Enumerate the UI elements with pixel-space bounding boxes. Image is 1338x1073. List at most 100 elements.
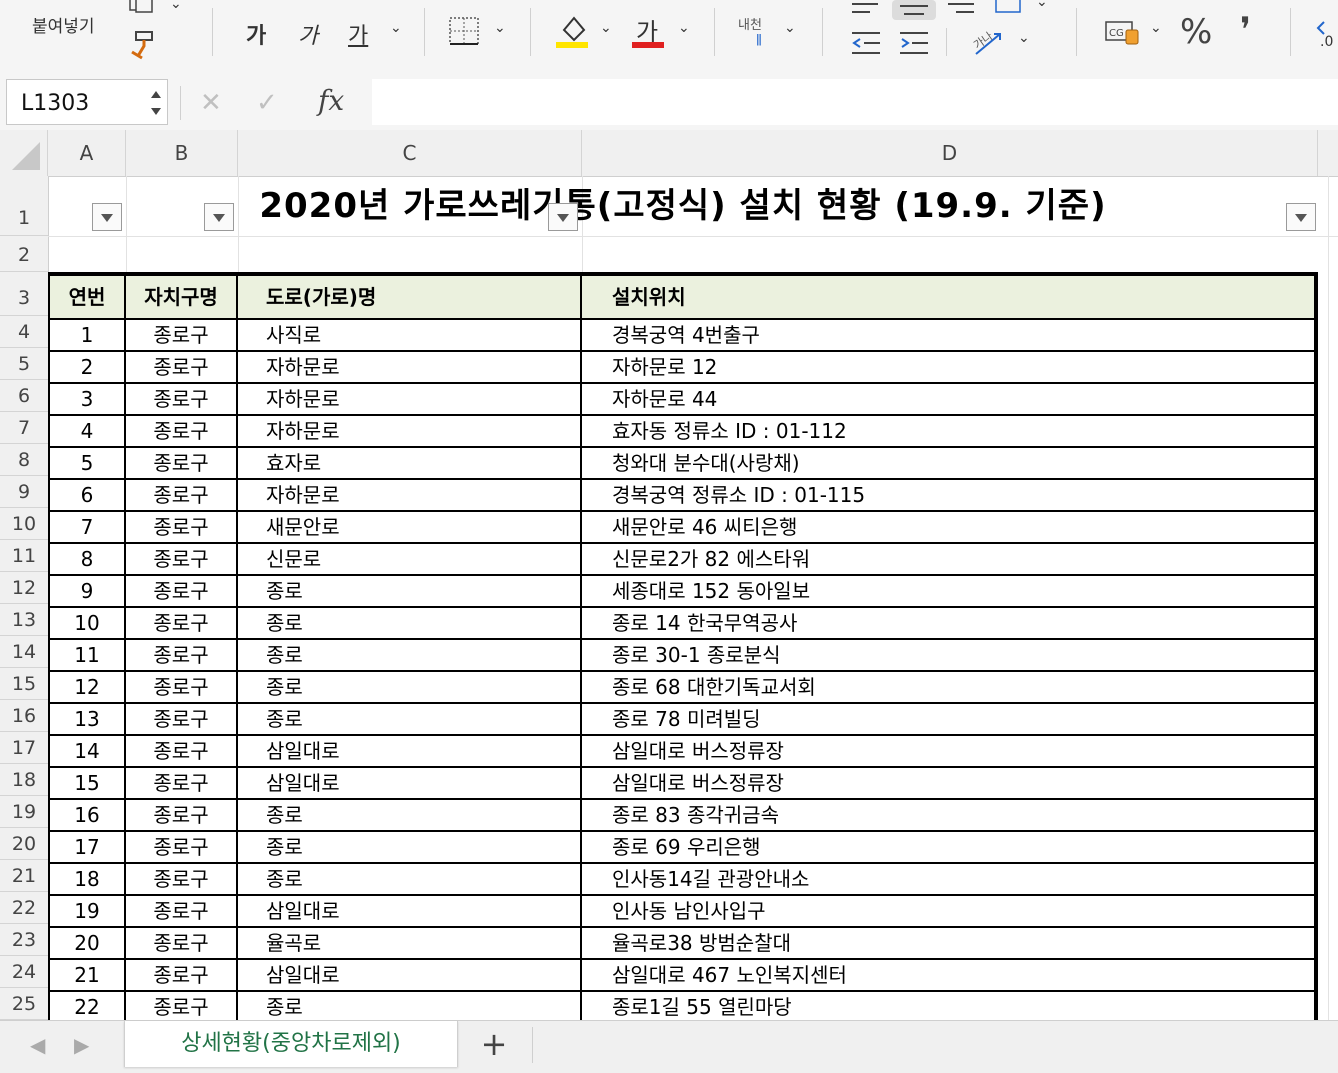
- cell-district[interactable]: 종로구: [126, 736, 238, 766]
- cell-location[interactable]: 세종대로 152 동아일보: [612, 579, 811, 603]
- cell-district[interactable]: 종로구: [126, 352, 238, 382]
- cell-district[interactable]: 종로구: [126, 896, 238, 926]
- cell-road[interactable]: 신문로: [238, 544, 582, 574]
- cell-number[interactable]: 6: [50, 480, 126, 510]
- sheet-title[interactable]: 2020년 가로쓰레기통(고정식) 설치 현황 (19.9. 기준): [259, 186, 1107, 226]
- fill-color-icon[interactable]: [556, 12, 590, 52]
- paste-button[interactable]: 붙여넣기: [32, 17, 95, 37]
- prev-sheet-button[interactable]: ◀: [30, 1033, 46, 1057]
- cell-location[interactable]: 삼일대로 버스정류장: [612, 771, 784, 795]
- row-header[interactable]: 18: [0, 764, 48, 796]
- name-box[interactable]: L1303: [6, 79, 168, 125]
- row-header[interactable]: 11: [0, 540, 48, 572]
- cell-location[interactable]: 청와대 분수대(사랑채): [612, 451, 800, 475]
- formula-input[interactable]: [372, 79, 1338, 125]
- text-direction-chevron-icon[interactable]: ⌄: [784, 20, 796, 36]
- cell-road[interactable]: 자하문로: [238, 416, 582, 446]
- cell-district[interactable]: 종로구: [126, 384, 238, 414]
- name-box-stepper-icon[interactable]: [149, 86, 163, 120]
- row-header[interactable]: 24: [0, 956, 48, 988]
- cell-location[interactable]: 종로 78 미려빌딩: [612, 707, 761, 731]
- filter-dropdown-d[interactable]: [1286, 203, 1316, 231]
- cell-location[interactable]: 삼일대로 버스정류장: [612, 739, 784, 763]
- cell-district[interactable]: 종로구: [126, 672, 238, 702]
- cell-road[interactable]: 율곡로: [238, 928, 582, 958]
- cell-number[interactable]: 3: [50, 384, 126, 414]
- cell-road[interactable]: 종로: [238, 800, 582, 830]
- cell-number[interactable]: 4: [50, 416, 126, 446]
- cell-location[interactable]: 종로1길 55 열린마당: [612, 995, 792, 1019]
- cell-road[interactable]: 효자로: [238, 448, 582, 478]
- cell-district[interactable]: 종로구: [126, 608, 238, 638]
- cell-location[interactable]: 종로 30-1 종로분식: [612, 643, 781, 667]
- cell-number[interactable]: 21: [50, 960, 126, 990]
- cell-number[interactable]: 19: [50, 896, 126, 926]
- cell-location[interactable]: 새문안로 46 씨티은행: [612, 515, 798, 539]
- cell-road[interactable]: 자하문로: [238, 384, 582, 414]
- cell-number[interactable]: 8: [50, 544, 126, 574]
- borders-icon[interactable]: [448, 16, 482, 46]
- header-cell-number[interactable]: 연번: [50, 276, 126, 318]
- cell-road[interactable]: 종로: [238, 832, 582, 862]
- cell-road[interactable]: 삼일대로: [238, 736, 582, 766]
- column-header-c[interactable]: C: [238, 130, 582, 176]
- row-header[interactable]: 13: [0, 604, 48, 636]
- row-header[interactable]: 16: [0, 700, 48, 732]
- cell-road[interactable]: 종로: [238, 640, 582, 670]
- cell-number[interactable]: 10: [50, 608, 126, 638]
- cell-location[interactable]: 신문로2가 82 에스타워: [612, 547, 811, 571]
- row-header[interactable]: 3: [0, 272, 48, 316]
- wrap-text-icon[interactable]: [994, 0, 1024, 16]
- cell-road[interactable]: 삼일대로: [238, 768, 582, 798]
- orientation-icon[interactable]: 가나: [970, 28, 1010, 58]
- align-center-button[interactable]: [892, 0, 936, 20]
- filter-dropdown-c[interactable]: [548, 203, 578, 231]
- header-cell-location[interactable]: 설치위치: [612, 285, 686, 309]
- filter-dropdown-a[interactable]: [92, 203, 122, 231]
- cell-number[interactable]: 5: [50, 448, 126, 478]
- row-header[interactable]: 23: [0, 924, 48, 956]
- row-header[interactable]: 6: [0, 380, 48, 412]
- borders-chevron-icon[interactable]: ⌄: [494, 20, 506, 36]
- cell-location[interactable]: 삼일대로 467 노인복지센터: [612, 963, 847, 987]
- cell-number[interactable]: 7: [50, 512, 126, 542]
- filter-dropdown-b[interactable]: [204, 203, 234, 231]
- row-header[interactable]: 1: [0, 176, 48, 236]
- italic-button[interactable]: 가: [298, 24, 319, 49]
- cell-district[interactable]: 종로구: [126, 640, 238, 670]
- cancel-entry-button[interactable]: ✕: [200, 88, 222, 118]
- cell-location[interactable]: 인사동14길 관광안내소: [612, 867, 810, 891]
- row-header[interactable]: 10: [0, 508, 48, 540]
- increase-indent-icon[interactable]: [898, 30, 930, 56]
- cell-location[interactable]: 효자동 정류소 ID : 01-112: [612, 419, 847, 443]
- insert-function-button[interactable]: fx: [318, 84, 345, 117]
- cell-number[interactable]: 17: [50, 832, 126, 862]
- cell-road[interactable]: 종로: [238, 992, 582, 1022]
- cell-number[interactable]: 11: [50, 640, 126, 670]
- increase-decimal-icon[interactable]: .0: [1314, 18, 1338, 50]
- cell-number[interactable]: 20: [50, 928, 126, 958]
- row-header[interactable]: 19: [0, 796, 48, 828]
- row-header[interactable]: 8: [0, 444, 48, 476]
- cell-district[interactable]: 종로구: [126, 480, 238, 510]
- row-header[interactable]: 14: [0, 636, 48, 668]
- row-header[interactable]: 17: [0, 732, 48, 764]
- cell-district[interactable]: 종로구: [126, 960, 238, 990]
- cell-road[interactable]: 자하문로: [238, 480, 582, 510]
- cell-district[interactable]: 종로구: [126, 576, 238, 606]
- cell-district[interactable]: 종로구: [126, 320, 238, 350]
- cell-location[interactable]: 인사동 남인사입구: [612, 899, 766, 923]
- cell-location[interactable]: 경복궁역 정류소 ID : 01-115: [612, 483, 866, 507]
- row-header[interactable]: 15: [0, 668, 48, 700]
- cell-road[interactable]: 삼일대로: [238, 960, 582, 990]
- cell-district[interactable]: 종로구: [126, 768, 238, 798]
- cell-number[interactable]: 15: [50, 768, 126, 798]
- cell-number[interactable]: 9: [50, 576, 126, 606]
- row-header[interactable]: 20: [0, 828, 48, 860]
- cell-number[interactable]: 1: [50, 320, 126, 350]
- row-header[interactable]: 22: [0, 892, 48, 924]
- cell-number[interactable]: 12: [50, 672, 126, 702]
- bold-button[interactable]: 가: [246, 24, 267, 49]
- comma-style-button[interactable]: ❜: [1240, 10, 1251, 50]
- cell-road[interactable]: 자하문로: [238, 352, 582, 382]
